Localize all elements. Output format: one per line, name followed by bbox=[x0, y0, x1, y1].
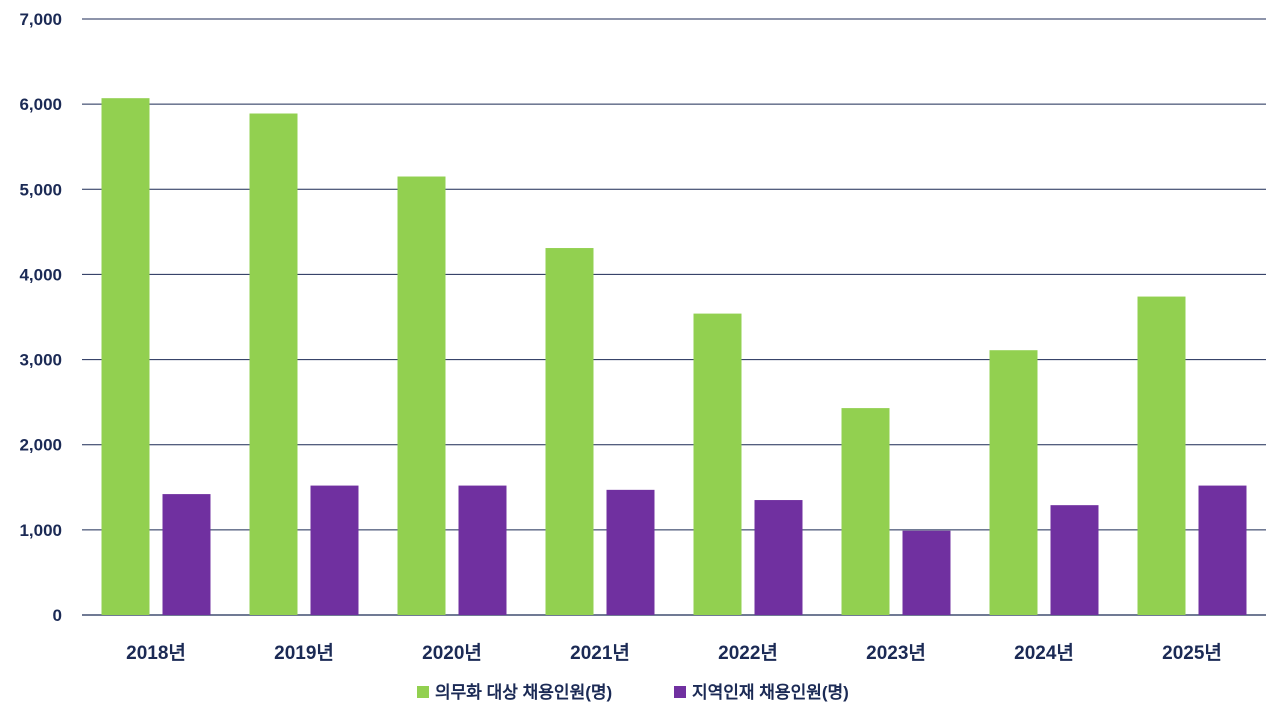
bar-mandatory-7 bbox=[1137, 296, 1186, 615]
bar-mandatory-5 bbox=[841, 408, 890, 615]
y-tick-label: 5,000 bbox=[19, 180, 62, 199]
bar-mandatory-4 bbox=[693, 313, 742, 615]
bar-regional-6 bbox=[1050, 505, 1099, 615]
y-tick-label: 6,000 bbox=[19, 95, 62, 114]
y-tick-label: 1,000 bbox=[19, 521, 62, 540]
bar-regional-0 bbox=[162, 494, 211, 615]
y-tick-label: 0 bbox=[53, 606, 62, 625]
legend-label-1: 지역인재 채용인원(명) bbox=[692, 683, 849, 702]
x-tick-label: 2020년 bbox=[422, 642, 482, 664]
y-axis-tick-labels: 0 1,000 2,000 3,000 4,000 5,000 6,000 7,000 bbox=[19, 10, 62, 625]
bar-mandatory-0 bbox=[101, 98, 150, 615]
bar-regional-5 bbox=[902, 530, 951, 615]
x-tick-label: 2021년 bbox=[570, 642, 630, 664]
x-tick-label: 2022년 bbox=[718, 642, 778, 664]
bar-regional-2 bbox=[458, 485, 507, 615]
x-tick-label: 2023년 bbox=[866, 642, 926, 664]
bar-mandatory-1 bbox=[249, 113, 298, 615]
bar-regional-1 bbox=[310, 485, 359, 615]
x-axis-tick-labels: 2018년 2019년 2020년 2021년 2022년 2023년 2024년 2025년 bbox=[126, 642, 1222, 664]
legend-swatch-1 bbox=[674, 686, 686, 698]
legend-label-0: 의무화 대상 채용인원(명) bbox=[435, 683, 612, 702]
x-tick-label: 2018년 bbox=[126, 642, 186, 664]
y-tick-label: 4,000 bbox=[19, 265, 62, 284]
bar-mandatory-6 bbox=[989, 350, 1038, 615]
bars bbox=[101, 98, 1247, 615]
bar-regional-7 bbox=[1198, 485, 1247, 615]
bar-mandatory-2 bbox=[397, 176, 446, 615]
x-tick-label: 2019년 bbox=[274, 642, 334, 664]
bar-mandatory-3 bbox=[545, 248, 594, 615]
y-tick-label: 7,000 bbox=[19, 10, 62, 29]
legend: 의무화 대상 채용인원(명) 지역인재 채용인원(명) bbox=[417, 683, 849, 702]
x-tick-label: 2025년 bbox=[1162, 642, 1222, 664]
bar-regional-3 bbox=[606, 489, 655, 615]
x-tick-label: 2024년 bbox=[1014, 642, 1074, 664]
y-tick-label: 2,000 bbox=[19, 436, 62, 455]
y-tick-label: 3,000 bbox=[19, 351, 62, 370]
legend-swatch-0 bbox=[417, 686, 429, 698]
bar-regional-4 bbox=[754, 500, 803, 615]
